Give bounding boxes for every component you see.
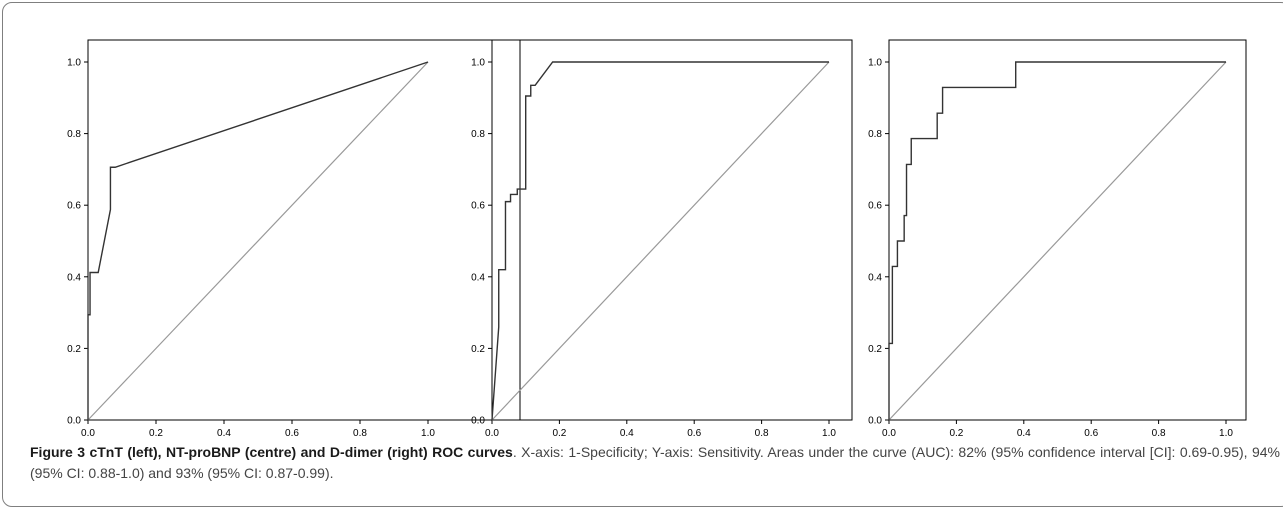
x-tick-label-right: 0.0 xyxy=(882,428,896,439)
y-tick-label-centre: 1.0 xyxy=(471,58,485,69)
caption-label: Figure 3 cTnT (left), NT-proBNP (centre)… xyxy=(30,444,513,460)
y-tick-label-centre: 0.2 xyxy=(471,344,485,355)
x-tick-label-left: 1.0 xyxy=(421,428,435,439)
y-tick-label-centre: 0.6 xyxy=(471,201,485,212)
x-tick-label-left: 0.0 xyxy=(81,428,95,439)
roc-panel-centre: 0.0 0.2 0.4 0.6 0.8 1.0 0.0 0.2 0.4 0.6 0.8 1.0 xyxy=(471,39,853,439)
x-tick-label-centre: 0.0 xyxy=(485,428,499,439)
y-tick-label-left: 0.8 xyxy=(67,129,81,140)
x-tick-label-left: 0.2 xyxy=(149,428,163,439)
x-tick-label-centre: 0.4 xyxy=(620,428,634,439)
plot-area-right xyxy=(888,39,1247,421)
x-tick-label-centre: 0.2 xyxy=(552,428,566,439)
y-tick-label-left: 0.4 xyxy=(67,272,81,283)
reference-line-centre xyxy=(491,61,830,421)
x-tick-label-centre: 0.8 xyxy=(755,428,769,439)
x-tick-label-right: 0.6 xyxy=(1084,428,1098,439)
x-tick-label-left: 0.8 xyxy=(353,428,367,439)
y-tick-label-right: 0.0 xyxy=(868,416,882,427)
y-tick-label-right: 0.8 xyxy=(868,129,882,140)
roc-curve-right xyxy=(888,61,1226,420)
x-tick-label-right: 0.4 xyxy=(1017,428,1031,439)
y-tick-label-right: 1.0 xyxy=(868,58,882,69)
x-tick-label-left: 0.6 xyxy=(285,428,299,439)
y-tick-label-left: 0.2 xyxy=(67,344,81,355)
plot-area-centre xyxy=(491,39,853,421)
x-tick-label-left: 0.4 xyxy=(217,428,231,439)
figure-caption: Figure 3 cTnT (left), NT-proBNP (centre)… xyxy=(30,442,1280,484)
reference-line-left xyxy=(87,61,429,421)
x-tick-label-right: 0.2 xyxy=(949,428,963,439)
y-tick-label-left: 1.0 xyxy=(67,58,81,69)
y-tick-label-centre: 0.0 xyxy=(471,416,485,427)
y-tick-label-right: 0.4 xyxy=(868,272,882,283)
roc-panel-left: 0.0 0.2 0.4 0.6 0.8 1.0 0.0 0.2 0.4 0.6 0.8 1.0 xyxy=(67,39,521,439)
x-tick-label-right: 0.8 xyxy=(1152,428,1166,439)
x-tick-label-centre: 0.6 xyxy=(687,428,701,439)
caption-text: . X-axis: 1-Specificity; Y-axis: Sensiti… xyxy=(30,444,1281,481)
x-tick-label-right: 1.0 xyxy=(1219,428,1233,439)
roc-curve-left xyxy=(87,61,429,420)
reference-line-right xyxy=(888,61,1227,421)
roc-figure: 0.00.20.40.60.81.00.0 0.2 0.4 0.6 0.8 1.00.00… xyxy=(67,39,1247,439)
y-tick-label-left: 0.6 xyxy=(67,201,81,212)
x-tick-label-centre: 1.0 xyxy=(822,428,836,439)
roc-panel-right: 0.0 0.2 0.4 0.6 0.8 1.0 0.0 0.2 0.4 0.6 0.8 1.0 xyxy=(868,39,1247,439)
y-tick-label-right: 0.2 xyxy=(868,344,882,355)
y-tick-label-centre: 0.8 xyxy=(471,129,485,140)
y-tick-label-left: 0.0 xyxy=(67,416,81,427)
y-tick-label-centre: 0.4 xyxy=(471,272,485,283)
y-tick-label-right: 0.6 xyxy=(868,201,882,212)
roc-curve-centre xyxy=(491,61,829,421)
plot-area-left xyxy=(87,39,521,421)
